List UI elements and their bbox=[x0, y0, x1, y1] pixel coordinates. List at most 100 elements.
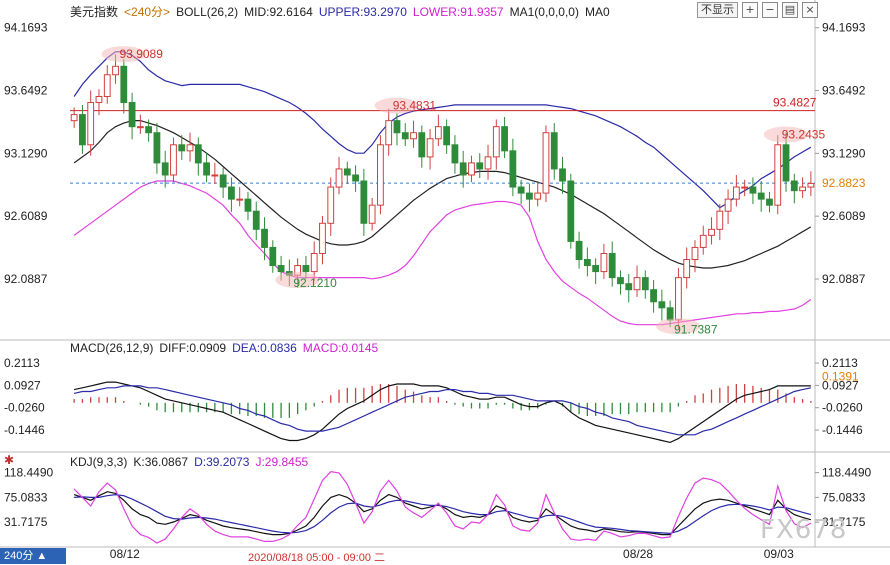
boll-label: BOLL(26,2) bbox=[176, 5, 239, 19]
macd-panel[interactable]: 0.1391 bbox=[73, 370, 859, 444]
macd-macd-value: MACD:0.0145 bbox=[302, 341, 379, 355]
macd-tick-left-2: -0.0260 bbox=[4, 401, 45, 415]
macd-dea-line bbox=[73, 385, 812, 436]
candle-body-42 bbox=[418, 132, 426, 158]
kdj-k-line bbox=[73, 491, 812, 536]
main-tick-right-4: 92.0887 bbox=[822, 272, 866, 286]
candle-body-47 bbox=[459, 162, 467, 176]
macd-tick-right-3: -0.1446 bbox=[822, 423, 863, 437]
candle-body-3 bbox=[95, 95, 103, 104]
candle-body-64 bbox=[600, 252, 608, 273]
kdj-header: KDJ(9,3,3) K:36.0867 D:39.2073 J:29.8455 bbox=[70, 455, 314, 469]
candle-body-19 bbox=[228, 186, 235, 200]
settings-gear-icon[interactable]: ✱ bbox=[4, 453, 15, 467]
macd-tick-left-3: -0.1446 bbox=[4, 423, 45, 437]
candle-body-86 bbox=[782, 144, 790, 182]
candle-body-9 bbox=[145, 126, 153, 134]
candle-body-5 bbox=[112, 65, 119, 76]
kdj-d-line bbox=[74, 493, 812, 535]
candle-body-58 bbox=[550, 132, 558, 170]
candle-body-15 bbox=[194, 144, 202, 164]
candle-body-50 bbox=[484, 156, 492, 170]
grid-close-icon[interactable]: × bbox=[802, 2, 818, 18]
boll-upper-line bbox=[73, 51, 812, 209]
annotation-label-0: 93.9089 bbox=[120, 47, 164, 61]
candle-body-80 bbox=[732, 186, 740, 200]
candle-body-81 bbox=[741, 186, 749, 189]
candle-body-59 bbox=[559, 168, 566, 182]
grid-minus-icon[interactable]: − bbox=[762, 2, 778, 18]
candle-body-76 bbox=[699, 234, 707, 248]
macd-tick-right-1: 0.0927 bbox=[822, 378, 859, 392]
candle-body-75 bbox=[691, 246, 699, 261]
hide-indicator-button[interactable]: 不显示 bbox=[697, 2, 738, 18]
kdj-k-value: K:36.0867 bbox=[133, 455, 189, 469]
kdj-tick-right-1: 75.0833 bbox=[822, 490, 866, 504]
candle-body-61 bbox=[575, 240, 583, 261]
candle-body-24 bbox=[269, 246, 277, 267]
macd-current-label: 0.1391 bbox=[822, 370, 859, 384]
x-tick-label-0: 08/12 bbox=[110, 547, 140, 561]
candle-body-54 bbox=[517, 186, 525, 194]
candle-body-89 bbox=[807, 182, 815, 188]
candle-body-77 bbox=[708, 228, 715, 236]
candle-body-23 bbox=[261, 228, 268, 248]
annotation-highlight-3 bbox=[656, 318, 701, 335]
annotation-highlight-4 bbox=[763, 126, 808, 143]
kdj-tick-left-2: 31.7175 bbox=[4, 515, 48, 529]
candle-body-69 bbox=[641, 277, 649, 291]
annotation-highlight-1 bbox=[374, 97, 419, 114]
main-price-panel[interactable]: 93.4827 92.8823 93.9089 93.4831 92.1210 91.73… bbox=[70, 46, 866, 336]
macd-diff-line bbox=[73, 381, 811, 444]
candle-body-13 bbox=[178, 144, 186, 152]
candle-body-84 bbox=[766, 198, 773, 206]
candle-body-29 bbox=[310, 252, 318, 273]
candle-body-87 bbox=[790, 180, 798, 192]
candle-body-73 bbox=[675, 277, 682, 321]
candle-body-14 bbox=[186, 144, 194, 152]
grid-split-icon[interactable]: ▤ bbox=[782, 2, 798, 18]
candle-body-74 bbox=[683, 259, 691, 279]
main-tick-left-2: 93.1290 bbox=[4, 146, 48, 160]
annotation-label-1: 93.4831 bbox=[393, 99, 437, 113]
candle-body-48 bbox=[468, 162, 475, 176]
candle-body-8 bbox=[136, 126, 144, 129]
macd-tick-left-0: 0.2113 bbox=[4, 356, 40, 370]
boll-lower-value: LOWER:91.9357 bbox=[412, 5, 504, 19]
candle-body-6 bbox=[120, 65, 128, 104]
boll-upper-value: UPPER:93.2970 bbox=[318, 5, 407, 19]
candle-body-78 bbox=[716, 210, 724, 230]
annotation-label-2: 92.1210 bbox=[293, 276, 337, 290]
ma0-label: MA0 bbox=[584, 5, 610, 19]
symbol-name: 美元指数 bbox=[70, 5, 119, 19]
macd-tick-right-0: 0.2113 bbox=[822, 356, 858, 370]
candle-body-67 bbox=[625, 283, 633, 291]
period-selector-button[interactable]: 240分 ▲ bbox=[0, 548, 66, 564]
macd-tick-left-1: 0.0927 bbox=[4, 378, 41, 392]
candle-body-70 bbox=[650, 289, 657, 303]
candle-body-21 bbox=[244, 198, 252, 212]
annotation-label-3: 91.7387 bbox=[674, 322, 718, 336]
candle-body-63 bbox=[592, 265, 600, 273]
cursor-time-label: 2020/08/18 05:00 - 09:00 二 bbox=[248, 552, 385, 564]
period-label: <240分> bbox=[124, 5, 171, 19]
candle-body-18 bbox=[219, 174, 227, 188]
candle-body-17 bbox=[211, 174, 219, 177]
kdj-panel[interactable] bbox=[73, 471, 812, 544]
candle-body-1 bbox=[79, 114, 86, 146]
candle-body-41 bbox=[410, 132, 417, 140]
fx678-watermark: FX678 bbox=[760, 515, 848, 545]
main-tick-left-4: 92.0887 bbox=[4, 272, 48, 286]
grid-plus-icon[interactable]: + bbox=[742, 2, 758, 18]
candle-body-40 bbox=[401, 132, 409, 140]
main-tick-right-0: 94.1693 bbox=[822, 21, 866, 35]
ma-label: MA1(0,0,0,0) bbox=[509, 5, 579, 19]
kdj-tick-right-0: 118.4490 bbox=[822, 466, 871, 480]
candle-body-55 bbox=[526, 192, 533, 200]
main-tick-left-3: 92.6089 bbox=[4, 209, 48, 223]
candle-body-25 bbox=[277, 265, 285, 273]
candle-body-62 bbox=[583, 259, 591, 267]
kdj-tick-left-0: 118.4490 bbox=[4, 466, 53, 480]
candle-body-45 bbox=[443, 126, 451, 146]
